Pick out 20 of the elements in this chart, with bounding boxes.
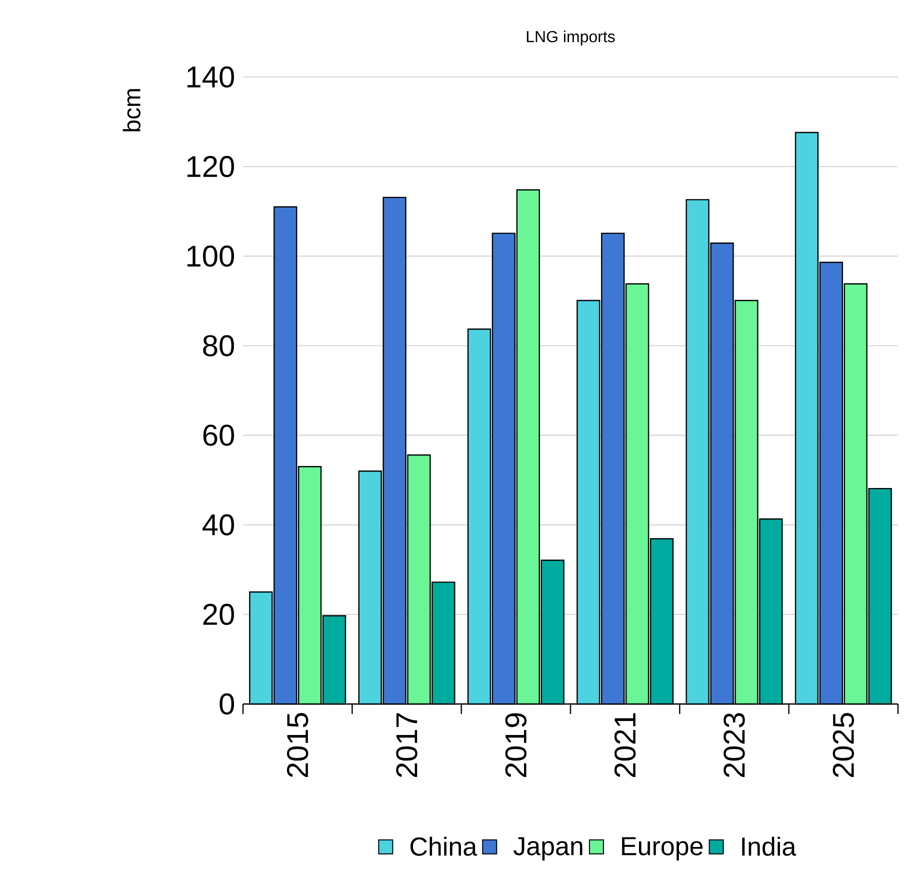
- y-tick-label: 40: [202, 514, 234, 536]
- y-tick-label: 60: [203, 424, 234, 446]
- y-tick-label: 0: [220, 693, 234, 715]
- x-tick-label: 2015: [286, 713, 308, 778]
- x-tick-label: 2025: [832, 713, 854, 778]
- chart-title: LNG imports: [526, 30, 615, 46]
- y-tick-label: 120: [187, 156, 234, 178]
- y-tick-label: 100: [187, 246, 234, 267]
- y-tick-label: 140: [187, 66, 234, 88]
- x-tick-label: 2019: [505, 713, 527, 778]
- x-tick-label: 2021: [614, 713, 636, 778]
- legend-label: India: [742, 836, 796, 856]
- x-tick-label: 2023: [724, 713, 745, 778]
- x-tick-label: 2017: [396, 713, 418, 778]
- legend-label: Japan: [514, 837, 582, 860]
- y-tick-label: 20: [203, 604, 234, 626]
- legend-label: Europe: [622, 837, 703, 860]
- legend-label: China: [410, 836, 478, 856]
- y-tick-label: 80: [203, 335, 234, 356]
- y-axis-title: bcm: [122, 89, 140, 132]
